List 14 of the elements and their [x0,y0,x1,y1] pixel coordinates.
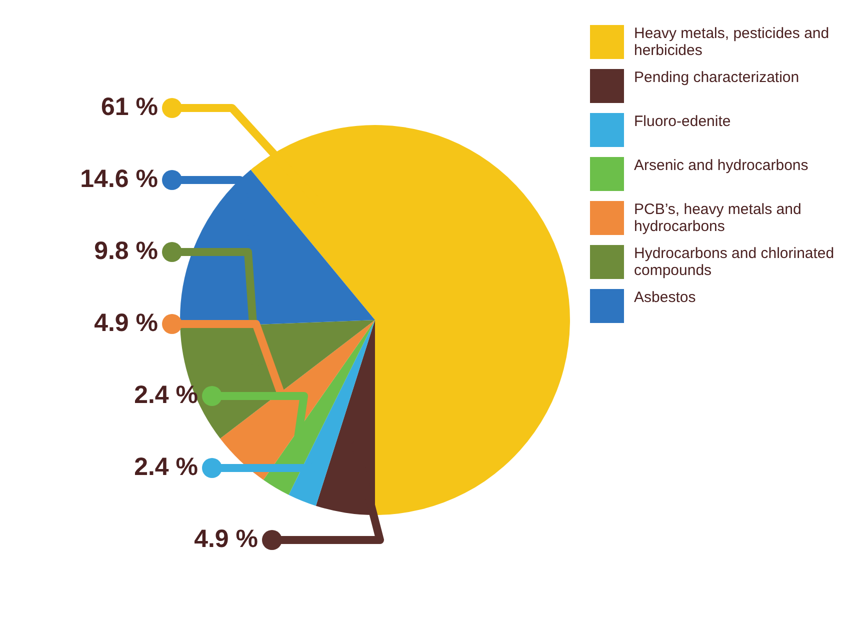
legend-label: Asbestos [634,289,696,306]
data-label: 2.4 % [134,452,198,481]
data-label: 9.8 % [94,236,158,265]
legend-label: Heavy metals, pesticides and herbicides [634,25,830,59]
legend-label: Arsenic and hydrocarbons [634,157,808,174]
data-label: 4.9 % [94,308,158,337]
legend-label: Hydrocarbons and chlorinated compounds [634,245,836,279]
legend-label: Pending characterization [634,69,800,86]
data-label: 61 % [101,92,158,121]
data-label: 4.9 % [194,524,258,553]
data-label: 14.6 % [80,164,158,193]
legend-label: Fluoro-edenite [634,113,731,130]
data-label: 2.4 % [134,380,198,409]
legend-label: PCB’s, heavy metals and hydrocarbons [634,201,802,235]
